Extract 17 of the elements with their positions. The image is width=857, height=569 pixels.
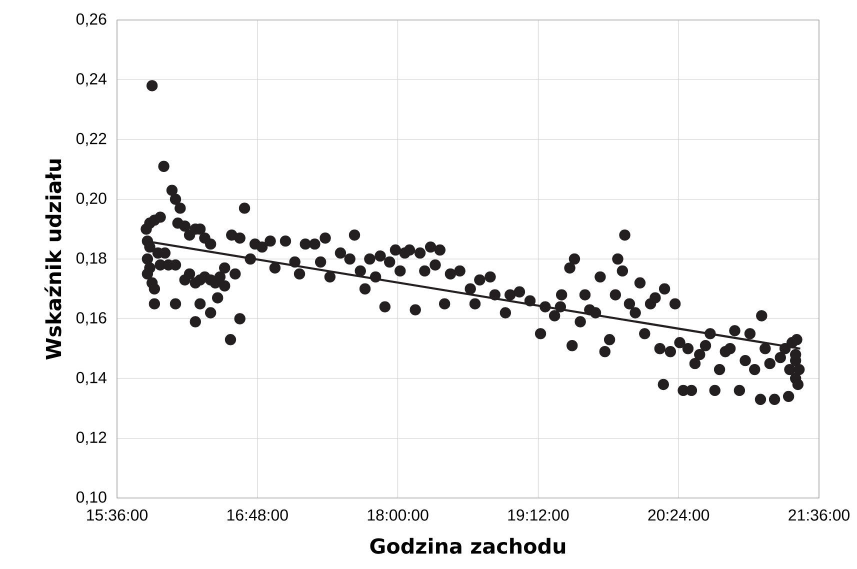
x-tick-label: 19:12:00 [508,509,569,521]
y-tick-label: 0,22 [76,132,106,146]
x-tick-label: 16:48:00 [227,509,288,521]
y-tick-label: 0,26 [76,13,106,27]
y-axis-title: Wskaźnik udziału [44,159,62,360]
x-tick-label: 20:24:00 [648,509,710,521]
y-tick-label: 0,10 [76,491,106,505]
x-tick-label: 15:36:00 [87,509,148,521]
y-tick-label: 0,14 [76,372,106,386]
x-axis-title: Godzina zachodu [370,538,566,554]
y-tick-label: 0,20 [76,192,106,206]
y-tick-label: 0,18 [76,252,106,266]
y-tick-label: 0,12 [76,432,106,445]
x-tick-label: 21:36:00 [788,509,850,521]
y-tick-label: 0,24 [76,73,106,86]
y-tick-label: 0,16 [76,312,106,326]
x-tick-label: 18:00:00 [368,509,428,521]
